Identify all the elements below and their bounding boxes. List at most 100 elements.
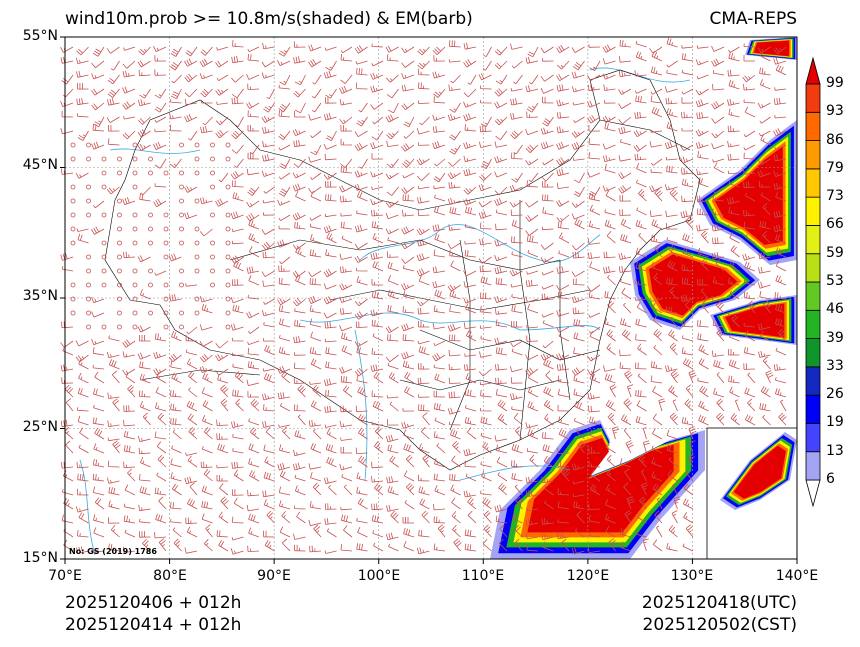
colorbar-label: 86 xyxy=(826,131,844,148)
wind-barb xyxy=(187,413,198,426)
wind-barb xyxy=(636,162,647,174)
wind-barb xyxy=(186,526,198,538)
wind-barb xyxy=(308,463,322,470)
wind-barb xyxy=(123,419,136,427)
wind-barb xyxy=(355,321,368,328)
wind-barb xyxy=(541,226,554,231)
calm-wind-circle xyxy=(210,184,215,190)
wind-barb xyxy=(573,278,585,286)
wind-barb xyxy=(215,116,229,126)
wind-barb xyxy=(743,221,756,230)
wind-barb xyxy=(698,358,709,370)
wind-barb xyxy=(261,60,275,68)
wind-barb xyxy=(123,503,136,510)
wind-barb xyxy=(171,445,182,454)
wind-barb xyxy=(371,209,384,217)
wind-barb xyxy=(297,414,306,426)
wind-barb xyxy=(556,363,570,371)
colorbar-segment xyxy=(805,309,821,339)
wind-barb xyxy=(421,426,430,440)
wind-barb xyxy=(604,317,616,328)
wind-barb xyxy=(170,518,182,524)
wind-barb xyxy=(526,544,539,552)
wind-barb xyxy=(650,158,663,166)
wind-barb xyxy=(681,53,694,62)
wind-barb xyxy=(356,472,368,482)
wind-barb xyxy=(339,85,353,94)
calm-wind-circle xyxy=(225,282,231,288)
wind-barb xyxy=(449,144,461,155)
wind-barb xyxy=(650,169,663,174)
wind-barb xyxy=(215,354,229,362)
wind-barb xyxy=(712,208,725,216)
wind-barb xyxy=(418,529,430,538)
wind-barb xyxy=(529,454,539,468)
wind-barb xyxy=(339,283,353,291)
wind-barb xyxy=(75,506,89,513)
wind-barb xyxy=(389,401,399,412)
calm-wind-circle xyxy=(163,254,169,260)
wind-barb xyxy=(729,260,740,272)
wind-barb xyxy=(589,204,601,216)
wind-barb xyxy=(355,405,368,412)
wind-barb xyxy=(418,404,430,412)
wind-barb xyxy=(465,206,477,216)
wind-barb xyxy=(122,86,136,94)
wind-barb xyxy=(641,469,647,482)
wind-barb xyxy=(170,472,182,482)
wind-barb xyxy=(527,401,539,412)
wind-barb xyxy=(447,284,461,292)
wind-barb xyxy=(403,470,415,482)
model-name: CMA-REPS xyxy=(709,9,797,29)
wind-barb xyxy=(61,461,74,469)
wind-barb xyxy=(184,58,198,67)
calm-wind-circle xyxy=(70,212,76,218)
calm-wind-circle xyxy=(225,254,231,260)
wind-barb xyxy=(77,529,89,538)
wind-barb xyxy=(514,524,523,538)
wind-barb xyxy=(323,268,337,278)
wind-barb xyxy=(404,371,415,384)
wind-barb xyxy=(278,46,291,57)
wind-barb xyxy=(433,172,446,183)
wind-barb xyxy=(604,219,616,230)
wind-barb xyxy=(525,532,539,540)
wind-barb xyxy=(683,358,694,370)
wind-barb xyxy=(246,101,260,109)
wind-barb xyxy=(401,242,415,250)
wind-barb xyxy=(432,71,446,79)
wind-barb xyxy=(170,390,182,398)
wind-barb xyxy=(447,172,461,180)
valid-time-cst: 2025120502(CST) xyxy=(642,615,797,635)
wind-barb xyxy=(339,266,353,273)
wind-barb xyxy=(403,429,415,440)
calm-wind-circle xyxy=(86,184,91,190)
wind-barb xyxy=(262,42,275,50)
wind-barb xyxy=(571,130,585,138)
wind-barb xyxy=(672,399,678,412)
wind-barb xyxy=(76,97,89,106)
wind-barb xyxy=(173,538,182,552)
wind-barb xyxy=(650,234,663,244)
wind-barb xyxy=(543,358,554,370)
wind-barb xyxy=(449,305,461,314)
wind-barb xyxy=(727,141,740,148)
wind-barb xyxy=(60,46,74,53)
wind-barb xyxy=(540,353,554,361)
wind-barb xyxy=(325,130,337,142)
wind-barb xyxy=(525,85,539,93)
wind-barb xyxy=(123,405,136,412)
wind-barb xyxy=(401,323,415,332)
wind-barb xyxy=(340,165,353,174)
wind-barb xyxy=(494,266,508,275)
wind-barb xyxy=(170,417,182,426)
wind-barb xyxy=(310,130,322,139)
wind-barb xyxy=(573,347,585,356)
calm-wind-circle xyxy=(179,310,184,316)
wind-barb xyxy=(370,252,384,260)
wind-barb xyxy=(465,404,477,412)
wind-barb xyxy=(76,546,89,554)
wind-barb xyxy=(230,211,244,220)
wind-barb xyxy=(371,461,384,469)
wind-barb xyxy=(558,250,570,258)
